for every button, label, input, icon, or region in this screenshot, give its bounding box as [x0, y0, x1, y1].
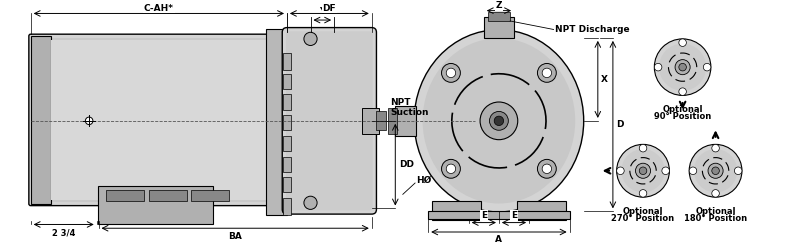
FancyBboxPatch shape [286, 31, 373, 210]
Text: NPT
Suction: NPT Suction [390, 98, 429, 117]
Text: 2 3/4: 2 3/4 [52, 228, 75, 237]
Circle shape [734, 167, 742, 174]
Circle shape [662, 167, 670, 174]
Bar [283, 177, 290, 193]
Text: 270° Position: 270° Position [611, 214, 674, 223]
Text: Optional: Optional [695, 207, 736, 215]
Text: A: A [495, 235, 502, 244]
Circle shape [703, 63, 711, 71]
FancyBboxPatch shape [29, 34, 276, 206]
Text: BA: BA [228, 232, 242, 241]
Circle shape [542, 68, 551, 78]
Circle shape [708, 163, 723, 178]
Text: C-AH*: C-AH* [144, 3, 174, 12]
Bar [428, 211, 570, 219]
Circle shape [490, 112, 508, 130]
Circle shape [86, 117, 93, 125]
Text: NPT Discharge: NPT Discharge [555, 25, 630, 34]
Bar [283, 136, 290, 151]
Circle shape [659, 44, 706, 91]
Circle shape [639, 190, 647, 197]
Circle shape [712, 144, 719, 152]
Bar [283, 157, 290, 172]
Text: Y: Y [319, 7, 325, 16]
Circle shape [639, 167, 647, 174]
Bar [33, 38, 272, 202]
Bar [377, 112, 386, 130]
Bar [388, 108, 397, 134]
Circle shape [694, 149, 738, 193]
Bar [395, 106, 416, 136]
Circle shape [712, 190, 719, 197]
FancyBboxPatch shape [517, 201, 566, 220]
Circle shape [442, 159, 460, 178]
Circle shape [480, 102, 518, 140]
Text: DD: DD [399, 160, 414, 169]
Text: HØ: HØ [416, 176, 431, 185]
Bar [484, 17, 514, 38]
Bar [106, 190, 144, 201]
Text: E: E [481, 211, 487, 220]
Bar [51, 40, 268, 200]
Text: X: X [601, 75, 608, 84]
Bar [283, 94, 290, 110]
Circle shape [654, 39, 711, 95]
Text: 180° Position: 180° Position [684, 214, 747, 223]
FancyBboxPatch shape [98, 186, 213, 224]
Bar [283, 198, 290, 215]
Text: Optional: Optional [662, 105, 703, 114]
Bar [150, 190, 187, 201]
Circle shape [639, 144, 647, 152]
Circle shape [538, 159, 556, 178]
Text: Optional: Optional [622, 207, 663, 215]
Text: Z: Z [496, 1, 502, 10]
Circle shape [304, 32, 317, 45]
Circle shape [712, 167, 719, 174]
Bar [283, 74, 290, 89]
Text: DF: DF [322, 3, 336, 12]
Circle shape [689, 144, 742, 197]
Circle shape [542, 164, 551, 173]
Bar [191, 190, 229, 201]
Circle shape [654, 63, 662, 71]
Circle shape [622, 149, 665, 193]
Bar [266, 29, 287, 215]
Circle shape [689, 167, 697, 174]
Circle shape [494, 116, 504, 126]
Circle shape [446, 164, 456, 173]
FancyBboxPatch shape [432, 201, 481, 220]
FancyBboxPatch shape [282, 28, 377, 214]
Circle shape [538, 63, 556, 82]
Bar [30, 36, 51, 204]
Text: 90° Position: 90° Position [654, 112, 711, 121]
Bar [283, 115, 290, 130]
Circle shape [446, 68, 456, 78]
Ellipse shape [422, 38, 575, 203]
Bar [362, 108, 379, 134]
Bar [283, 53, 290, 70]
Circle shape [679, 88, 686, 95]
Text: E: E [511, 211, 517, 220]
Text: D: D [616, 120, 623, 129]
Circle shape [675, 60, 690, 75]
Circle shape [679, 39, 686, 46]
Circle shape [442, 63, 460, 82]
Circle shape [635, 163, 650, 178]
Circle shape [617, 144, 670, 197]
Circle shape [617, 167, 624, 174]
Bar [488, 11, 510, 21]
Ellipse shape [414, 30, 584, 212]
Circle shape [304, 196, 317, 209]
Circle shape [679, 63, 686, 71]
